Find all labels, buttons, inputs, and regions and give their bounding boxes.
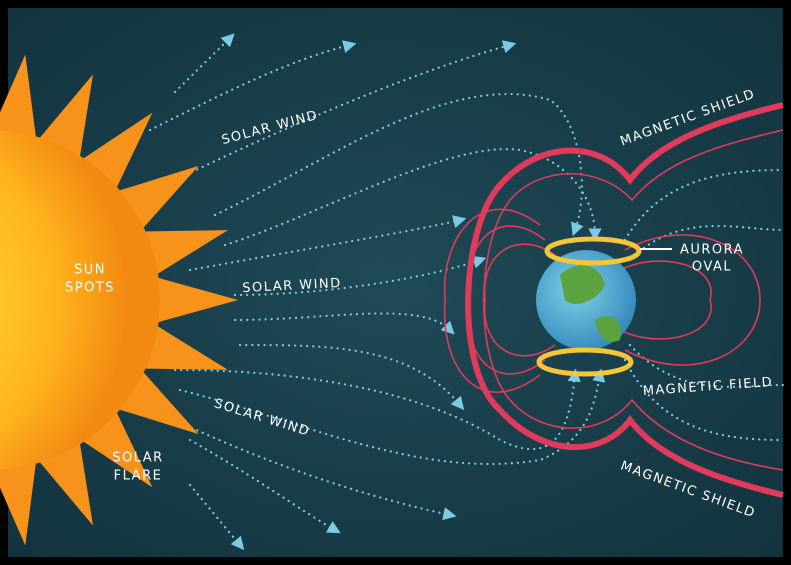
sun-spots-label: SPOTS xyxy=(65,281,115,296)
aurora-oval-label: OVAL xyxy=(692,260,732,275)
page: SUN SPOTS SOLAR FLARE SOLAR WIND SOLAR W… xyxy=(0,0,791,565)
diagram: SUN SPOTS SOLAR FLARE SOLAR WIND SOLAR W… xyxy=(0,0,791,565)
sun-spots-label: SUN xyxy=(74,263,106,278)
solar-flare-label: SOLAR xyxy=(112,451,163,466)
aurora-oval-label: AURORA xyxy=(680,243,744,258)
solar-flare-label: FLARE xyxy=(114,469,163,484)
